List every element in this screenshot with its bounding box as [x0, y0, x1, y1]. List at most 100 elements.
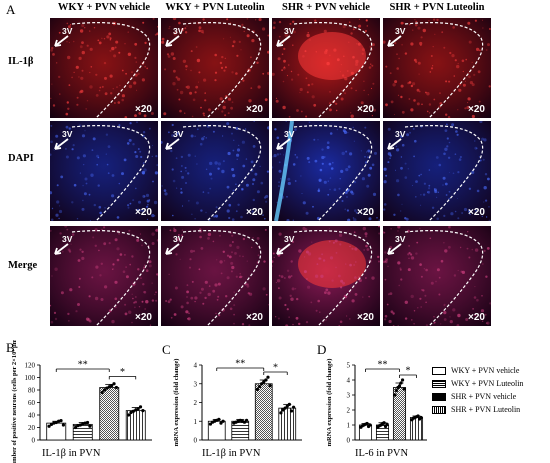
- data-point: [217, 417, 221, 421]
- y-tick-label: 2: [194, 399, 198, 407]
- data-point: [141, 409, 145, 413]
- ventricle-arrow-icon: [54, 243, 69, 255]
- ventricle-arrow-icon: [387, 35, 402, 47]
- data-point: [285, 404, 289, 408]
- magnification-label: ×20: [246, 207, 263, 218]
- chart-c-title: IL-1β in PVN: [202, 448, 261, 459]
- data-point: [136, 407, 140, 411]
- ventricle-arrow-icon: [276, 138, 291, 150]
- ventricle-arrow-icon: [165, 138, 180, 150]
- data-point: [385, 422, 389, 426]
- ventricle-label: 3V: [284, 26, 295, 36]
- ventricle-arrow-icon: [54, 35, 69, 47]
- panel-letter-d: D: [317, 342, 327, 357]
- legend-item: WKY + PVN Luteolin: [432, 377, 523, 390]
- significance-label: **: [78, 360, 88, 371]
- chart-d-title: IL-6 in PVN: [355, 448, 409, 459]
- y-tick-label: 5: [347, 362, 351, 370]
- data-point: [399, 381, 403, 385]
- data-point: [100, 390, 104, 395]
- data-point: [257, 384, 262, 389]
- y-axis-label: mRNA expression (fold change): [173, 359, 180, 447]
- ventricle-arrow-icon: [165, 243, 180, 255]
- data-point: [85, 420, 90, 425]
- significance-label: *: [120, 367, 125, 378]
- data-point: [102, 388, 107, 392]
- significance-label: *: [273, 363, 278, 374]
- data-point: [393, 393, 397, 397]
- micrograph-dapi-wky-vehicle: 3V ×20: [50, 121, 158, 221]
- data-point: [73, 425, 78, 430]
- micrograph-dapi-shr-luteolin: 3V ×20: [383, 121, 491, 221]
- legend-item: SHR + PVN vehicle: [432, 390, 523, 403]
- significance-label: **: [378, 360, 388, 371]
- magnification-label: ×20: [135, 312, 152, 323]
- legend-swatch-white: [432, 366, 446, 375]
- legend-label: SHR + PVN Luteolin: [451, 405, 521, 414]
- data-point: [114, 385, 119, 390]
- data-point: [49, 422, 54, 426]
- micrograph-dapi-wky-luteolin: 3V ×20: [161, 121, 269, 221]
- panel-letter-a: A: [6, 2, 16, 17]
- legend: WKY + PVN vehicle WKY + PVN Luteolin SHR…: [432, 364, 523, 416]
- ventricle-arrow-icon: [54, 138, 69, 150]
- ventricle-label: 3V: [395, 26, 406, 36]
- row-label-il1b: IL-1β: [8, 56, 34, 67]
- ventricle-arrow-icon: [387, 138, 402, 150]
- data-point: [283, 406, 287, 410]
- ventricle-label: 3V: [284, 234, 295, 244]
- data-point: [264, 378, 268, 382]
- ventricle-label: 3V: [173, 129, 184, 139]
- y-tick-label: 3: [347, 392, 351, 400]
- ventricle-label: 3V: [62, 26, 73, 36]
- data-point: [281, 408, 285, 412]
- ventricle-label: 3V: [395, 129, 406, 139]
- data-point: [397, 384, 402, 388]
- ventricle-arrow-icon: [165, 35, 180, 47]
- data-point: [88, 424, 92, 428]
- column-header-shr-luteolin: SHR + PVN Luteolin: [389, 2, 485, 13]
- column-header-wky-luteolin: WKY + PVN Luteolin: [165, 2, 265, 13]
- data-point: [138, 405, 143, 409]
- data-point: [289, 409, 294, 413]
- legend-swatch-black: [432, 392, 446, 401]
- y-tick-label: 80: [28, 387, 36, 395]
- magnification-label: ×20: [468, 312, 485, 323]
- data-point: [105, 386, 109, 390]
- legend-label: WKY + PVN vehicle: [451, 366, 520, 375]
- data-point: [107, 385, 111, 389]
- magnification-label: ×20: [135, 104, 152, 115]
- legend-item: SHR + PVN Luteolin: [432, 403, 523, 416]
- data-point: [54, 420, 58, 425]
- legend-swatch-hlines: [432, 379, 446, 388]
- y-tick-label: 100: [25, 374, 36, 382]
- significance-label: **: [235, 359, 245, 370]
- magnification-label: ×20: [357, 104, 374, 115]
- legend-swatch-vlines: [432, 405, 446, 414]
- legend-label: SHR + PVN vehicle: [451, 392, 517, 401]
- data-point: [219, 421, 223, 425]
- magnification-label: ×20: [135, 207, 152, 218]
- bar: [99, 387, 120, 441]
- data-point: [260, 382, 264, 386]
- micrograph-merge-shr-luteolin: 3V ×20: [383, 226, 491, 326]
- bar: [254, 383, 273, 441]
- data-point: [59, 419, 63, 423]
- data-point: [365, 421, 369, 426]
- data-point: [416, 414, 420, 418]
- y-tick-label: 20: [28, 424, 36, 432]
- magnification-label: ×20: [357, 312, 374, 323]
- y-tick-label: 2: [347, 407, 351, 415]
- data-point: [112, 382, 116, 386]
- data-point: [255, 387, 260, 391]
- row-label-dapi: DAPI: [8, 153, 34, 164]
- y-axis-label: Number of positive neurons (cells per 2×…: [11, 340, 18, 463]
- magnification-label: ×20: [468, 104, 485, 115]
- data-point: [262, 380, 266, 384]
- data-point: [126, 413, 131, 417]
- data-point: [134, 408, 138, 412]
- row-label-merge: Merge: [8, 260, 38, 271]
- magnification-label: ×20: [246, 312, 263, 323]
- ventricle-arrow-icon: [276, 35, 291, 47]
